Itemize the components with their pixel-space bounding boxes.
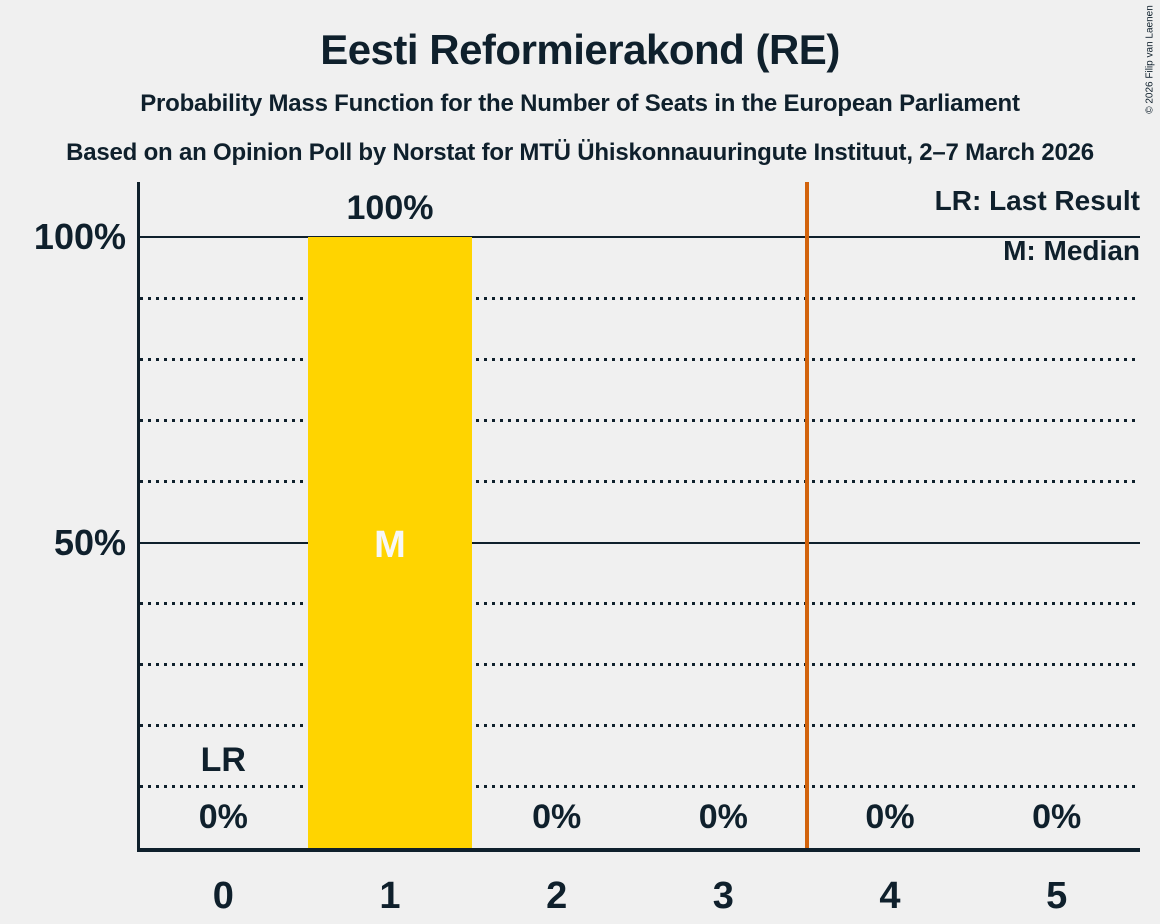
chart-subtitle-line1: Probability Mass Function for the Number… — [140, 90, 1020, 117]
bar-value-label-1: 100% — [346, 189, 434, 227]
majority-threshold-line — [804, 182, 809, 848]
gridline-dotted-40 — [140, 602, 1140, 606]
x-axis-labels: 0 1 2 3 4 5 — [140, 852, 1140, 924]
gridline-dotted-90 — [140, 296, 1140, 300]
page-title: Eesti Reformierakond (RE) — [320, 26, 840, 73]
gridline-dotted-80 — [140, 357, 1140, 361]
bar-value-label-2: 0% — [532, 798, 582, 836]
bar-seats-1 — [308, 237, 472, 848]
legend-last-result: LR: Last Result — [934, 185, 1140, 216]
plot-area: 0% 100% 0% 0% 0% 0% LR M — [137, 182, 1140, 852]
bar-value-label-3: 0% — [698, 798, 748, 836]
gridline-dotted-30 — [140, 663, 1140, 667]
bar-value-label-0: 0% — [198, 798, 248, 836]
y-tick-label-50: 50% — [53, 521, 126, 563]
copyright-notice: © 2026 Filip van Laenen — [1144, 5, 1156, 114]
bar-value-label-4: 0% — [865, 798, 915, 836]
x-tick-label-5: 5 — [1046, 875, 1068, 917]
chart-subtitle-line2: Based on an Opinion Poll by Norstat for … — [66, 139, 1094, 166]
y-tick-label-100: 100% — [33, 216, 126, 257]
legend-median: M: Median — [1003, 235, 1140, 266]
gridline-dotted-60 — [140, 479, 1140, 483]
x-tick-label-4: 4 — [879, 875, 901, 917]
gridline-solid-100 — [140, 236, 1140, 238]
gridline-dotted-10 — [140, 785, 1140, 789]
x-tick-label-1: 1 — [379, 875, 401, 917]
last-result-label: LR — [200, 740, 246, 779]
x-tick-label-0: 0 — [212, 875, 234, 917]
gridline-dotted-70 — [140, 418, 1140, 422]
median-label: M — [374, 523, 406, 566]
gridline-dotted-20 — [140, 724, 1140, 728]
gridline-solid-50 — [140, 541, 1140, 544]
bar-value-label-5: 0% — [1032, 798, 1082, 836]
x-tick-label-3: 3 — [712, 875, 734, 917]
x-tick-label-2: 2 — [546, 875, 568, 917]
